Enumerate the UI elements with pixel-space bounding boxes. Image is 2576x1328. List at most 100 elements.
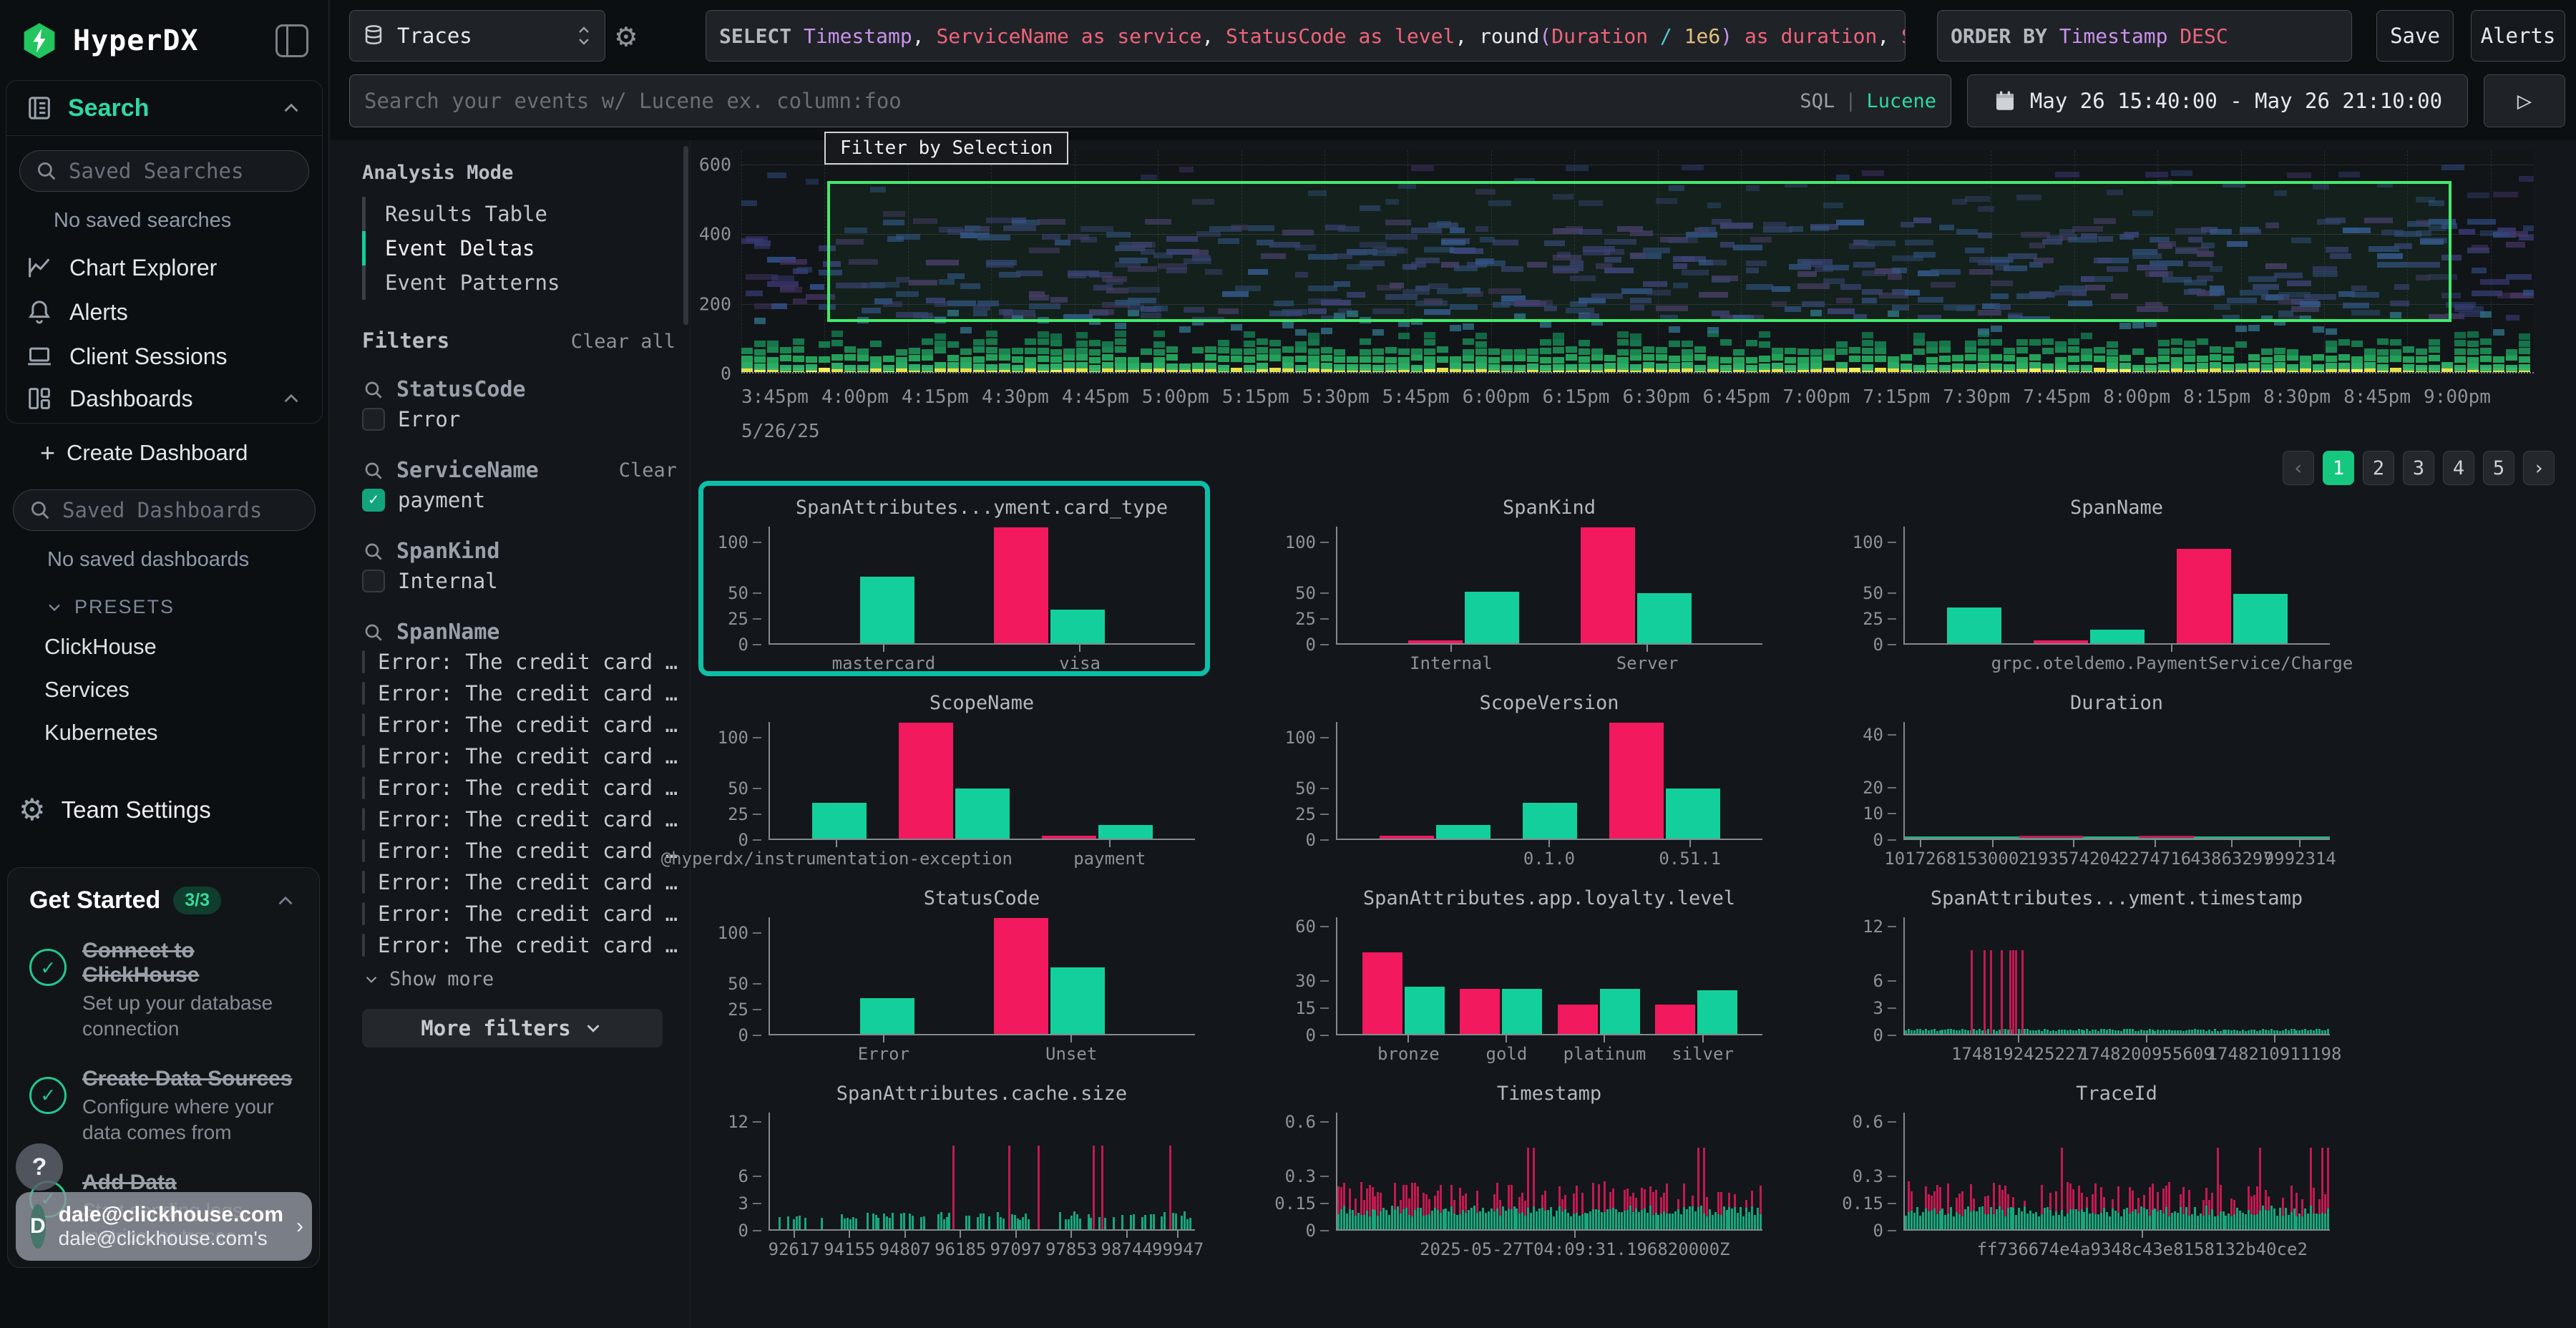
page-button-5[interactable]: 5: [2483, 451, 2514, 485]
chart-card-3[interactable]: SpanName 100 50 25 0 grpc.oteldemo.PaymentSer…: [1833, 481, 2353, 676]
scrollbar[interactable]: [683, 146, 688, 325]
sql-mode-toggle[interactable]: SQL: [1800, 89, 1835, 112]
get-started-step[interactable]: ✓ Create Data Sources Configure where yo…: [29, 1067, 298, 1146]
dense-bar: [1666, 1214, 1669, 1229]
chart-card-9[interactable]: SpanAttributes...yment.timestamp 12 6 3 0 174…: [1833, 872, 2345, 1067]
more-filters-button[interactable]: More filters: [362, 1009, 663, 1048]
preset-kubernetes[interactable]: Kubernetes: [0, 711, 328, 754]
chart-card-12[interactable]: TraceId 0.6 0.3 0.15 0 ff736674e4a9348c43e815…: [1833, 1067, 2345, 1262]
presets-toggle[interactable]: PRESETS: [0, 585, 328, 625]
filter-option[interactable]: Internal: [362, 566, 677, 595]
checkbox[interactable]: [362, 713, 365, 736]
source-selector[interactable]: Traces: [349, 10, 605, 62]
chevron-up-icon[interactable]: [273, 889, 298, 913]
dense-bar: [1964, 1029, 1967, 1034]
chart-title: SpanAttributes.cache.size: [836, 1083, 1128, 1105]
checkbox[interactable]: [362, 902, 365, 925]
chart-card-1[interactable]: SpanAttributes...yment.card_type 100 50 25 0…: [698, 481, 1210, 676]
chart-card-6[interactable]: Duration 40 20 10 0 1017268 1530002 193574204 22…: [1833, 676, 2345, 872]
page-button-1[interactable]: 1: [2323, 451, 2354, 485]
collapse-sidebar-icon[interactable]: [275, 24, 308, 57]
saved-dashboards-input[interactable]: ⌘K: [13, 489, 385, 531]
sql-select-input[interactable]: SELECT Timestamp, ServiceName as service…: [706, 10, 1906, 62]
filter-option[interactable]: Error: The credit card …: [362, 867, 678, 897]
filter-option[interactable]: Error: The credit card …: [362, 678, 678, 708]
checkbox[interactable]: [362, 569, 385, 592]
chart-card-11[interactable]: Timestamp 0.6 0.3 0.15 0 2025-05-27T04:09:31.…: [1266, 1067, 1777, 1262]
sidebar-item-search[interactable]: Search: [6, 81, 322, 136]
order-by-input[interactable]: ORDER BY Timestamp DESC: [1937, 10, 2352, 62]
filter-option[interactable]: ✓ payment: [362, 485, 677, 514]
chart-card-10[interactable]: SpanAttributes.cache.size 12 6 3 0 92617 94155…: [698, 1067, 1210, 1262]
preset-clickhouse[interactable]: ClickHouse: [0, 625, 328, 668]
selection-rectangle[interactable]: [827, 181, 2451, 323]
show-more-toggle[interactable]: Show more: [362, 968, 677, 990]
page-button-4[interactable]: 4: [2443, 451, 2474, 485]
chart-card-2[interactable]: SpanKind 100 50 25 0 Internal Server: [1266, 481, 1777, 676]
clear-all-button[interactable]: Clear all: [570, 331, 675, 353]
checkbox[interactable]: [362, 839, 365, 862]
create-dashboard-button[interactable]: + Create Dashboard: [0, 431, 328, 475]
checkbox[interactable]: [362, 933, 365, 957]
chart-card-8[interactable]: SpanAttributes.app.loyalty.level 60 30 15 0 b…: [1266, 872, 1777, 1067]
search-input[interactable]: [364, 89, 1792, 113]
save-button[interactable]: Save: [2376, 10, 2454, 62]
page-button-3[interactable]: 3: [2403, 451, 2434, 485]
alerts-button[interactable]: Alerts: [2471, 10, 2565, 62]
analysis-mode-event-patterns[interactable]: Event Patterns: [362, 265, 690, 300]
dense-bar: [900, 1213, 903, 1229]
checkbox[interactable]: [362, 776, 365, 799]
checkbox[interactable]: [362, 650, 365, 673]
checkbox[interactable]: [362, 744, 365, 768]
filter-by-selection-button[interactable]: Filter by Selection: [824, 132, 1069, 165]
checkbox[interactable]: [362, 407, 385, 431]
clear-filter-button[interactable]: Clear: [618, 459, 677, 482]
filter-option[interactable]: Error: The credit card …: [362, 804, 678, 834]
sidebar-item-dashboards[interactable]: Dashboards: [6, 379, 322, 423]
analysis-mode-event-deltas[interactable]: Event Deltas: [362, 231, 690, 265]
dense-bar: [1490, 1209, 1493, 1229]
time-range-picker[interactable]: May 26 15:40:00 - May 26 21:10:00: [1967, 74, 2468, 127]
saved-searches-input[interactable]: ⌘K: [19, 150, 322, 192]
checkbox[interactable]: [362, 681, 365, 705]
filter-option[interactable]: Error: The credit card …: [362, 773, 678, 802]
search-bar[interactable]: SQL | Lucene: [349, 74, 1951, 127]
filter-option[interactable]: Error: The credit card …: [362, 930, 678, 960]
sidebar-item-alerts[interactable]: Alerts: [6, 290, 322, 334]
help-button[interactable]: ?: [16, 1143, 63, 1191]
dense-bar: [1380, 1211, 1382, 1229]
filter-option[interactable]: Error: The credit card …: [362, 647, 678, 676]
user-menu[interactable]: D dale@clickhouse.com dale@clickhouse.co…: [16, 1192, 312, 1261]
team-settings-button[interactable]: ⚙ Team Settings: [0, 787, 328, 833]
filter-option[interactable]: Error: The credit card …: [362, 710, 678, 739]
run-query-button[interactable]: ▷: [2484, 74, 2565, 127]
heatmap-canvas[interactable]: [741, 150, 2534, 374]
filter-option[interactable]: Error: The credit card …: [362, 836, 678, 865]
dense-bar: [2188, 1190, 2190, 1229]
source-settings-gear-icon[interactable]: ⚙: [616, 16, 636, 54]
checkbox[interactable]: [362, 870, 365, 894]
lucene-mode-toggle[interactable]: Lucene: [1866, 89, 1936, 112]
filter-option[interactable]: Error: [362, 404, 677, 434]
next-page-button[interactable]: ›: [2523, 451, 2555, 485]
chart-card-7[interactable]: StatusCode 100 50 25 0 Error Unset: [698, 872, 1210, 1067]
analysis-mode-results-table[interactable]: Results Table: [362, 197, 690, 231]
get-started-step[interactable]: ✓ Connect to ClickHouse Set up your data…: [29, 939, 298, 1043]
page-button-2[interactable]: 2: [2363, 451, 2394, 485]
sidebar-item-client-sessions[interactable]: Client Sessions: [6, 334, 322, 379]
checkbox[interactable]: [362, 807, 365, 831]
dense-bar: [1439, 1184, 1442, 1229]
filter-option[interactable]: Error: The credit card …: [362, 899, 678, 928]
saved-dashboards-field[interactable]: [62, 498, 326, 522]
dense-bar: [2313, 1187, 2316, 1229]
chart-card-5[interactable]: ScopeVersion 100 50 25 0 0.1.0 0.51.1: [1266, 676, 1777, 872]
prev-page-button[interactable]: ‹: [2283, 451, 2314, 485]
preset-services[interactable]: Services: [0, 668, 328, 711]
dense-bar: [1104, 1218, 1107, 1229]
checkbox[interactable]: ✓: [362, 488, 385, 512]
saved-searches-field[interactable]: [69, 159, 322, 183]
dense-bar: [1958, 1030, 1961, 1034]
chart-card-4[interactable]: ScopeName 100 50 25 0 @hyperdx/instrumentatio…: [661, 676, 1210, 872]
sidebar-item-chart-explorer[interactable]: Chart Explorer: [6, 245, 322, 290]
filter-option[interactable]: Error: The credit card …: [362, 741, 678, 771]
